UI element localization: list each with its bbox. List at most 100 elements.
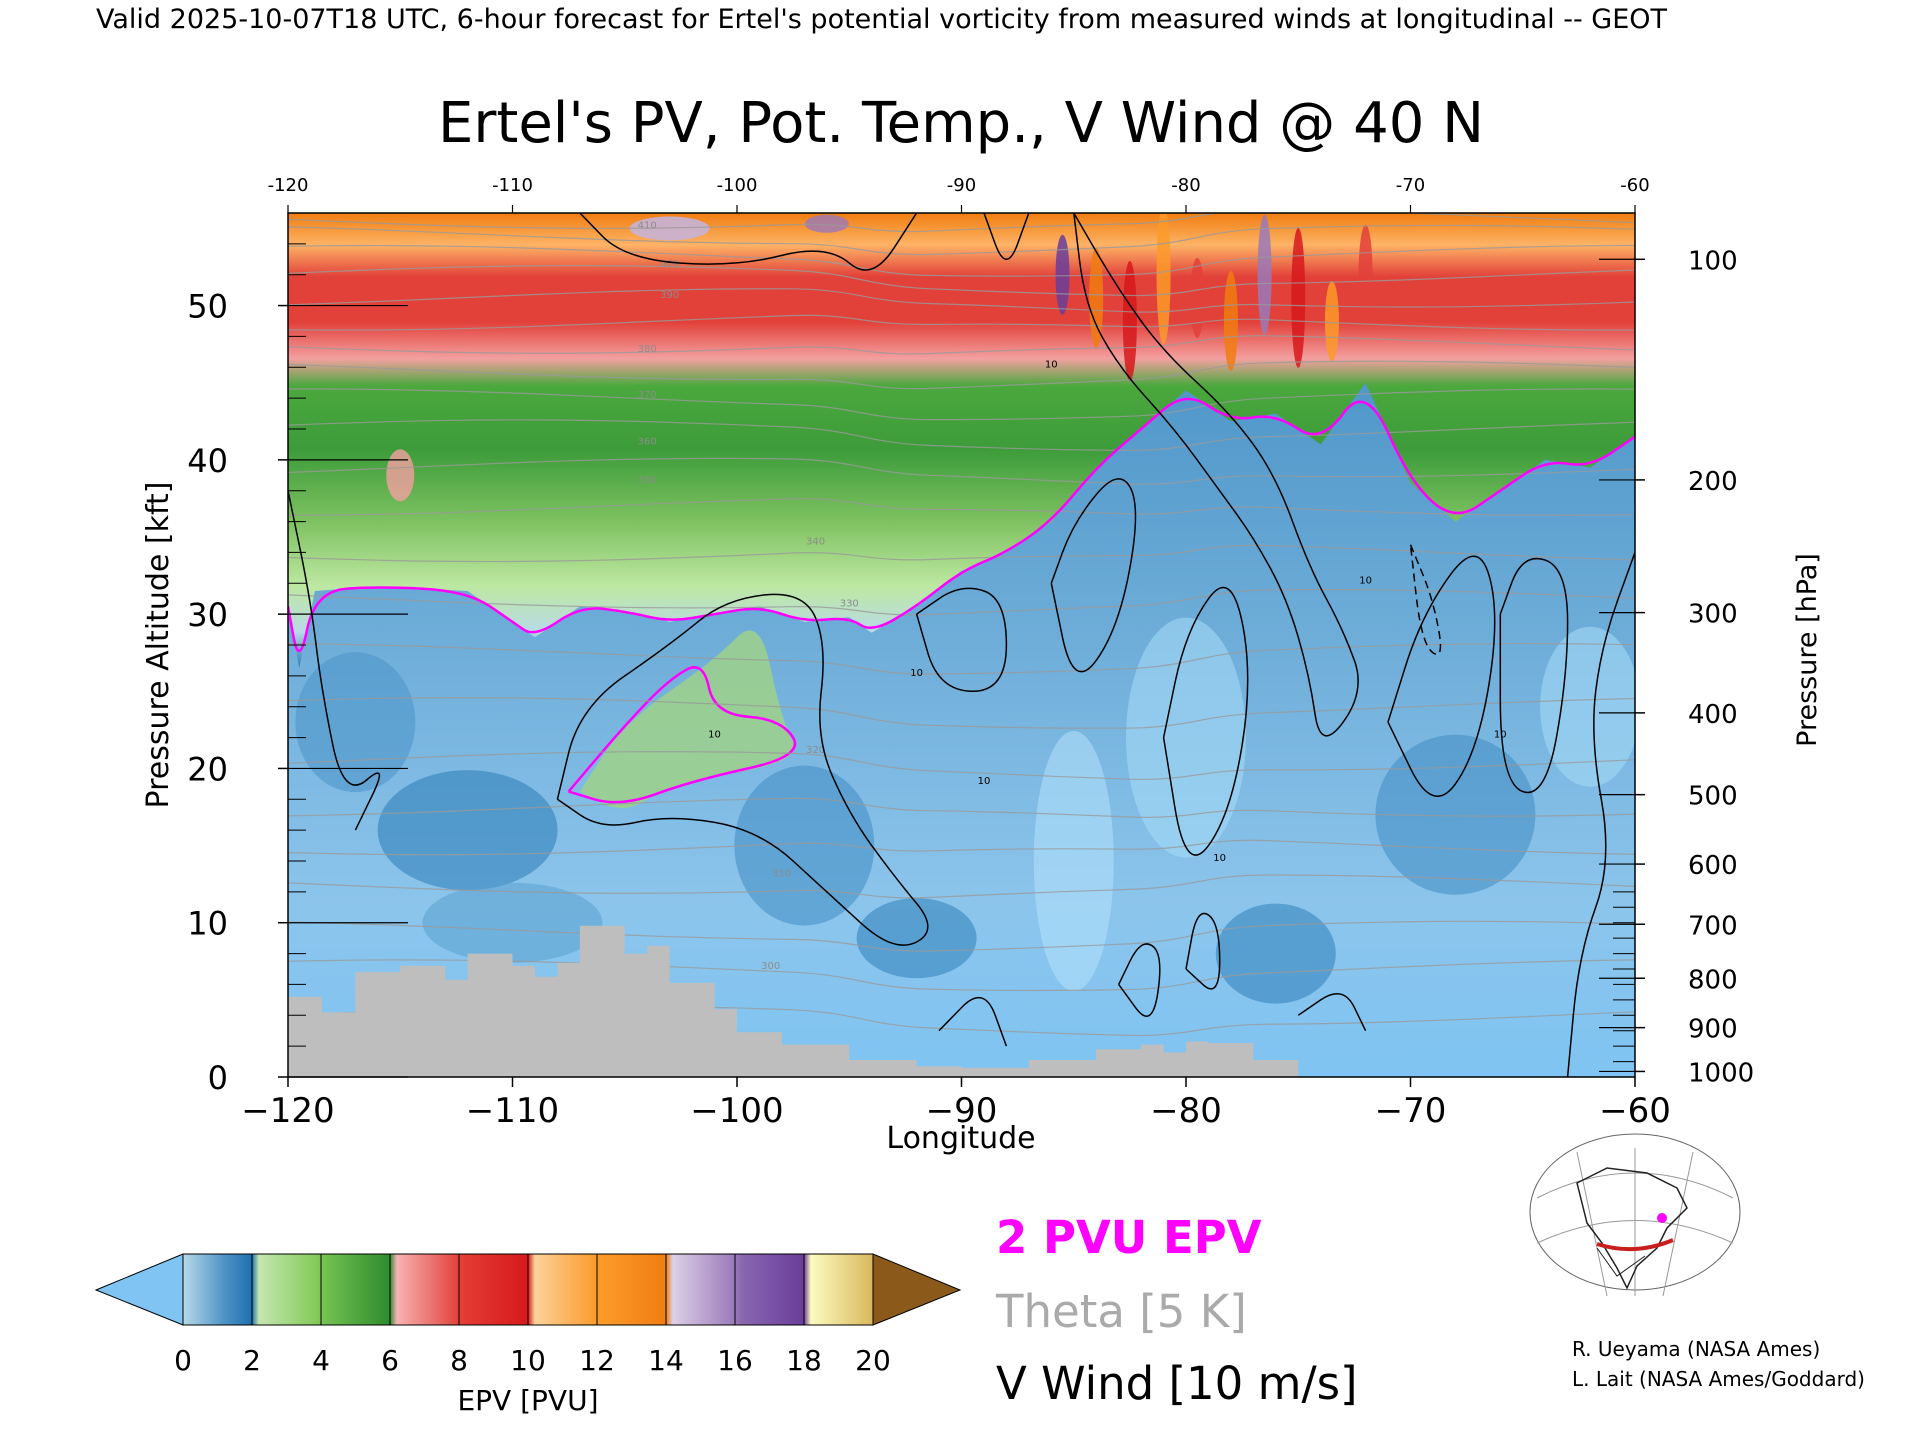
epv-2pvu-contour bbox=[288, 397, 1635, 653]
colorbar-tick-label: 18 bbox=[786, 1344, 822, 1377]
vwind-contour bbox=[1297, 992, 1367, 1032]
y-right-tick-label: 200 bbox=[1688, 467, 1738, 497]
tone-patch bbox=[1375, 734, 1536, 895]
vwind-contour bbox=[556, 593, 929, 946]
y-right-tick-label: 600 bbox=[1688, 851, 1738, 881]
y-left-tick-label: 20 bbox=[187, 750, 228, 788]
mid-troposphere-shading bbox=[295, 617, 1635, 1004]
theta-label: 320 bbox=[806, 745, 825, 756]
vwind-contour bbox=[1050, 478, 1137, 673]
y-left-tick-label: 10 bbox=[187, 905, 228, 943]
chart-title: Ertel's PV, Pot. Temp., V Wind @ 40 N bbox=[438, 91, 1484, 156]
colorbar-tick-label: 14 bbox=[648, 1344, 684, 1377]
x-tick-label: −80 bbox=[1150, 1091, 1222, 1131]
locator-map bbox=[1529, 1133, 1741, 1297]
theta-contour bbox=[288, 314, 1635, 331]
colorbar-tick-label: 12 bbox=[579, 1344, 615, 1377]
pv-tongue bbox=[579, 630, 795, 809]
y-right-tick-label: 300 bbox=[1688, 600, 1738, 630]
tone-patch bbox=[734, 765, 875, 926]
x-tick-label: −100 bbox=[690, 1091, 783, 1131]
x-tick-label: −120 bbox=[241, 1091, 334, 1131]
colorbar-tick-label: 16 bbox=[717, 1344, 753, 1377]
x-top-tick-label: -100 bbox=[717, 175, 758, 196]
stratosphere-streak bbox=[1291, 227, 1306, 368]
x-top-tick-label: -110 bbox=[492, 175, 533, 196]
y-right-tick-label: 700 bbox=[1688, 911, 1738, 941]
vwind-contour bbox=[1499, 557, 1569, 794]
vwind-contour bbox=[1118, 943, 1161, 1017]
tone-patch bbox=[1215, 903, 1336, 1004]
vwind-contour bbox=[915, 587, 1008, 693]
colorbar-tick-label: 4 bbox=[312, 1344, 330, 1377]
theta-label: 340 bbox=[806, 537, 825, 548]
y-right-tick-label: 100 bbox=[1688, 246, 1738, 276]
vwind-contour bbox=[1073, 213, 1359, 737]
x-axis: −120 −110 −100 −90 −80 −70 −60 bbox=[241, 1077, 1671, 1131]
theta-contour bbox=[288, 642, 1635, 675]
tone-patch bbox=[1540, 626, 1635, 787]
colorbar-dividers bbox=[182, 1254, 874, 1325]
legend-vwind-entry: V Wind [10 m/s] bbox=[996, 1357, 1358, 1410]
stratosphere-streak bbox=[1122, 261, 1137, 381]
vwind-label: 10 bbox=[1213, 853, 1226, 864]
colorbar-under-triangle bbox=[94, 1253, 184, 1326]
colorbar-over-triangle bbox=[872, 1253, 962, 1326]
theta-contour bbox=[288, 288, 1635, 313]
stratosphere-bands bbox=[386, 213, 1373, 502]
y-left-tick-label: 40 bbox=[187, 442, 228, 480]
cross-section-line-icon bbox=[1596, 1238, 1674, 1252]
x-top-tick-label: -70 bbox=[1396, 175, 1425, 196]
x-tick-label: −60 bbox=[1599, 1091, 1671, 1131]
colorbar-tick-labels: 0 2 4 6 8 10 12 14 16 18 20 bbox=[174, 1344, 891, 1377]
credits: R. Ueyama (NASA Ames) L. Lait (NASA Ames… bbox=[1572, 1334, 1865, 1394]
theta-contour bbox=[288, 224, 1635, 256]
vwind-contour bbox=[1162, 586, 1249, 856]
credit-line-2: L. Lait (NASA Ames/Goddard) bbox=[1572, 1367, 1865, 1391]
x-top-tick-label: -60 bbox=[1620, 175, 1649, 196]
vwind-contour bbox=[1387, 555, 1496, 797]
vwind-contour bbox=[1566, 552, 1635, 1077]
stratosphere-streak bbox=[1089, 247, 1104, 348]
stratosphere-streak bbox=[1358, 224, 1373, 325]
y-right-tick-label: 900 bbox=[1688, 1015, 1738, 1045]
y-right-tick-label: 400 bbox=[1688, 700, 1738, 730]
y-right-tick-label: 500 bbox=[1688, 782, 1738, 812]
theta-contour bbox=[288, 457, 1635, 485]
theta-contour bbox=[288, 750, 1635, 781]
x-tick-label: −90 bbox=[926, 1091, 998, 1131]
colorbar-tick-label: 0 bbox=[174, 1344, 192, 1377]
vwind-contour-negative bbox=[1409, 544, 1442, 655]
vwind-label: 10 bbox=[1045, 359, 1058, 370]
x-tick-label: −110 bbox=[466, 1091, 559, 1131]
theta-contour bbox=[288, 264, 1635, 297]
theta-label: 300 bbox=[761, 961, 780, 972]
stratosphere-streak bbox=[1190, 257, 1205, 338]
theta-label: 350 bbox=[638, 475, 657, 486]
vwind-label: 10 bbox=[978, 776, 991, 787]
vwind-label: 10 bbox=[1494, 730, 1507, 741]
theta-contour bbox=[288, 388, 1635, 421]
tone-patch bbox=[295, 652, 416, 793]
y-axis-left: 0 10 20 30 40 50 bbox=[187, 243, 408, 1097]
terrain bbox=[288, 925, 1299, 1077]
x-top-tick-label: -80 bbox=[1171, 175, 1200, 196]
stratosphere-streak bbox=[1156, 213, 1171, 345]
vwind-contour bbox=[938, 997, 1008, 1047]
y-left-tick-label: 0 bbox=[208, 1059, 228, 1097]
tone-patch bbox=[1126, 617, 1246, 858]
theta-label: 390 bbox=[660, 290, 679, 301]
theta-contour bbox=[288, 797, 1635, 818]
stratosphere-streak bbox=[1257, 214, 1272, 335]
legend-theta-entry: Theta [5 K] bbox=[995, 1285, 1247, 1338]
theta-contours: 410 400 390 380 370 360 350 340 330 320 310 300 bbox=[288, 213, 1635, 1037]
theta-label: 330 bbox=[840, 598, 859, 609]
colorbar-tick-label: 8 bbox=[450, 1344, 468, 1377]
y-left-tick-label: 50 bbox=[187, 288, 228, 326]
theta-contour bbox=[288, 213, 1635, 233]
vwind-contour bbox=[983, 213, 1030, 261]
theta-contour bbox=[288, 335, 1635, 355]
colorbar-tick-label: 2 bbox=[243, 1344, 261, 1377]
